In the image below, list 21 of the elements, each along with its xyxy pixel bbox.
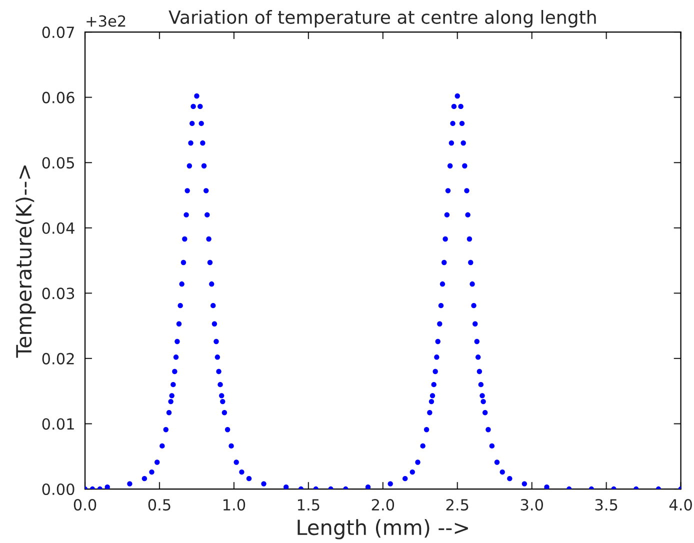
- x-tick-label: 0.0: [74, 499, 96, 511]
- y-tick-label: 0.02: [42, 352, 74, 364]
- x-tick-label: 2.5: [446, 499, 468, 511]
- y-tick-label: 0.01: [42, 418, 74, 430]
- y-axis-title: Temperature(K)-->: [16, 166, 36, 358]
- y-tick-label: 0.04: [42, 222, 74, 234]
- y-tick-label: 0.05: [42, 157, 74, 169]
- y-tick-label: 0.00: [42, 483, 74, 496]
- y-tick-label: 0.06: [42, 92, 74, 104]
- x-tick-label: 1.5: [298, 499, 320, 511]
- x-tick-label: 3.5: [595, 499, 618, 511]
- y-tick-label: 0.07: [42, 26, 74, 38]
- x-tick-label: 4.0: [669, 499, 692, 511]
- x-tick-label: 0.5: [148, 499, 170, 511]
- y-tick-label: 0.03: [42, 288, 74, 300]
- x-tick-label: 3.0: [520, 499, 543, 511]
- x-tick-label: 2.0: [372, 499, 394, 511]
- text: +3e2: [86, 15, 126, 27]
- x-axis-title: Length (mm) -->: [298, 519, 468, 540]
- x-tick-label: 1.0: [223, 499, 246, 511]
- chart-title: Variation of temperature at centre along length: [168, 10, 596, 28]
